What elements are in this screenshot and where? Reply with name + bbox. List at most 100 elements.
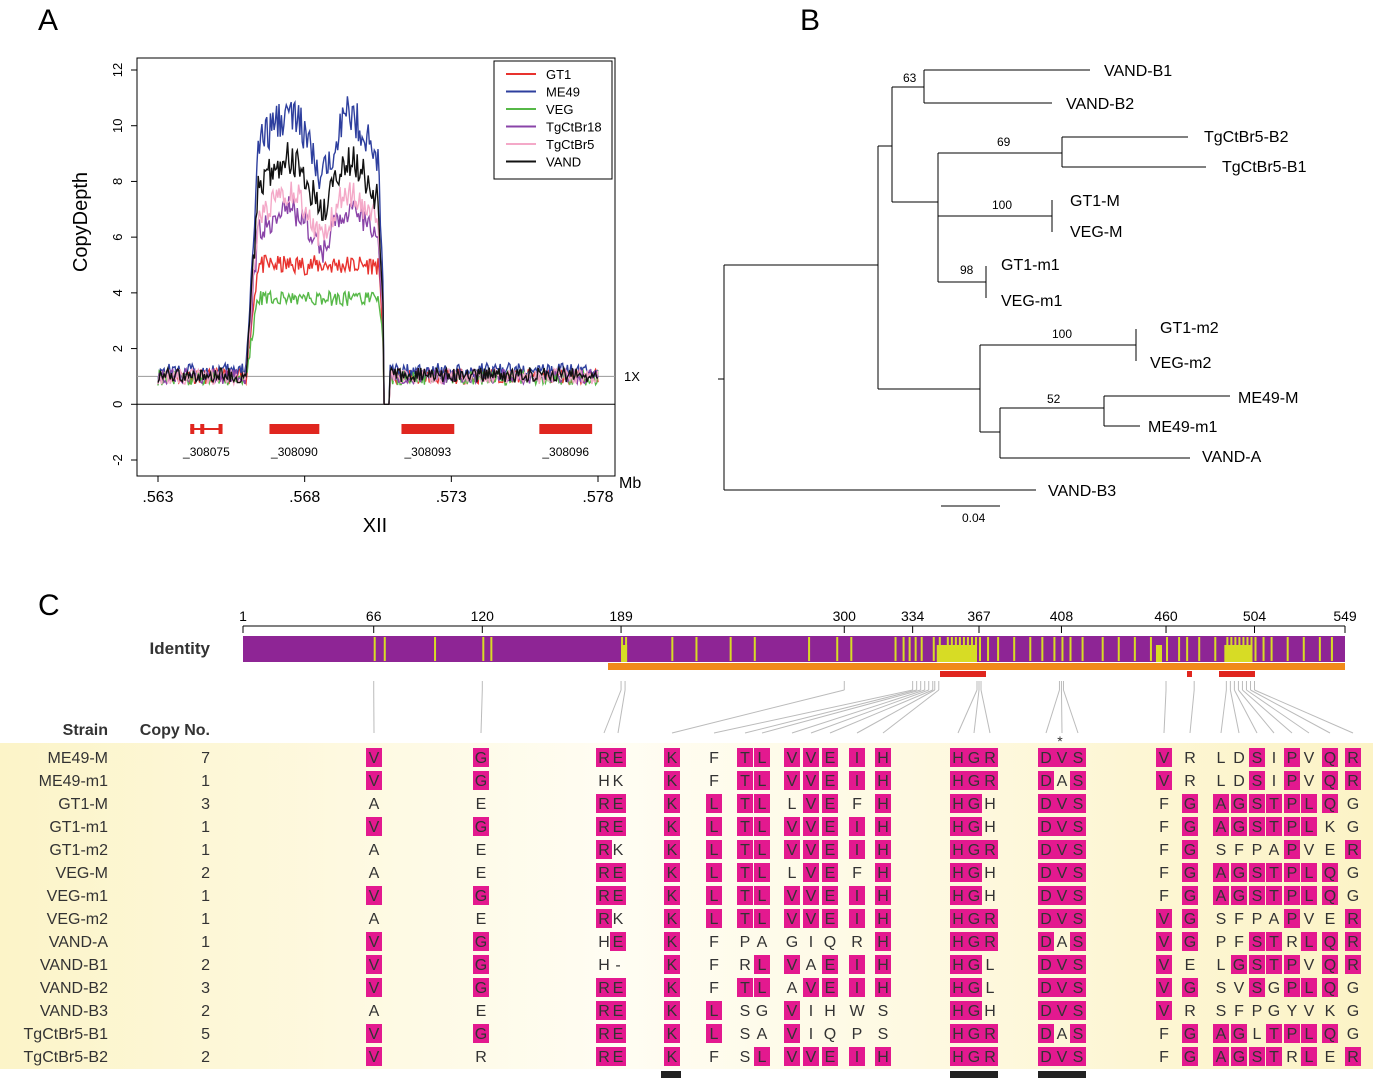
residue: E [613,865,624,882]
residue: E [825,773,836,790]
residue: L [1305,888,1314,905]
residue: G [1184,888,1196,905]
y-tick-label: 10 [110,118,125,132]
residue: I [855,819,859,836]
residue: E [613,888,624,905]
residue: H [877,911,889,928]
residue: H [952,911,964,928]
residue-highlight [596,863,612,882]
residue: L [758,957,767,974]
residue-highlight [1156,978,1172,997]
identity-variable-site [902,637,905,661]
residue: A [1057,1026,1068,1043]
x-tick-label: .573 [436,489,467,506]
residue: L [1305,796,1314,813]
residue: G [1233,888,1245,905]
residue: Q [1324,980,1336,997]
residue: V [787,1003,798,1020]
legend-label: TgCtBr18 [546,120,602,135]
residue-highlight [754,909,770,928]
x-tick-label: .563 [142,489,173,506]
residue: V [369,1026,380,1043]
panel-c-letter: C [38,589,60,622]
identity-variable-site [490,637,493,661]
residue: A [369,796,380,813]
residue-highlight [1345,932,1361,951]
residue-highlight [754,863,770,882]
identity-variable-site [987,637,990,661]
gene-bar [539,424,593,434]
residue: T [1269,1049,1279,1066]
strain-name: GT1-m2 [49,842,108,859]
site-connector [1220,689,1227,734]
residue: L [1305,865,1314,882]
legend-box [493,60,613,180]
residue-highlight [1070,794,1086,813]
residue-highlight [754,1047,770,1066]
tree-leaf-label: VAND-B3 [1048,483,1116,500]
motif-underline [1038,1071,1086,1078]
residue: V [1057,1003,1068,1020]
residue: E [825,957,836,974]
residue-highlight [875,978,891,997]
residue-highlight [1249,771,1265,790]
residue: V [787,750,798,767]
residue: R [1347,773,1359,790]
residue-highlight [737,748,753,767]
residue: L [1217,773,1226,790]
residue: G [1347,865,1359,882]
identity-variable-site [1302,637,1305,661]
residue-highlight [1070,978,1086,997]
residue-highlight [1156,955,1172,974]
residue-highlight [610,794,626,813]
residue-highlight [875,817,891,836]
residue-highlight [1322,771,1338,790]
y-tick-label: 12 [110,63,125,77]
tree-leaf-label: VEG-m1 [1001,293,1062,310]
identity-variable-site [894,637,897,661]
identity-variable-site [932,637,935,661]
residue-highlight [822,955,838,974]
residue: G [968,1026,980,1043]
residue-highlight [784,1047,800,1066]
residue: I [855,750,859,767]
residue: R [598,1003,610,1020]
residue-highlight [803,863,819,882]
site-connector [1238,689,1275,734]
residue: D [1233,773,1245,790]
residue: S [740,1049,751,1066]
residue-highlight [1231,863,1247,882]
identity-variable-site [1041,637,1044,661]
residue: I [855,911,859,928]
identity-variable-site [808,637,811,661]
residue: P [852,1026,863,1043]
residue: V [787,842,798,859]
site-connector [761,689,921,734]
residue-highlight [1301,863,1317,882]
residue: P [1287,888,1298,905]
residue-highlight [610,1024,626,1043]
residue: L [758,819,767,836]
residue: V [1159,750,1170,767]
residue-highlight [1249,932,1265,951]
residue: H [984,819,996,836]
gene-label: _308096 [541,445,589,459]
residue-highlight [664,1024,680,1043]
residue-highlight [966,1001,982,1020]
residue: G [1184,1049,1196,1066]
residue-highlight [1070,1024,1086,1043]
residue-highlight [803,817,819,836]
site-connector [713,689,913,734]
residue: H [952,773,964,790]
x-axis-label: XII [363,515,387,537]
residue: G [1347,819,1359,836]
residue: S [1073,865,1084,882]
residue-highlight [1182,794,1198,813]
residue: E [825,888,836,905]
residue: E [1325,1049,1336,1066]
residue: R [1286,934,1298,951]
residue: E [825,1049,836,1066]
residue-highlight [950,748,966,767]
identity-variable-site [1069,637,1072,661]
residue: G [1347,980,1359,997]
